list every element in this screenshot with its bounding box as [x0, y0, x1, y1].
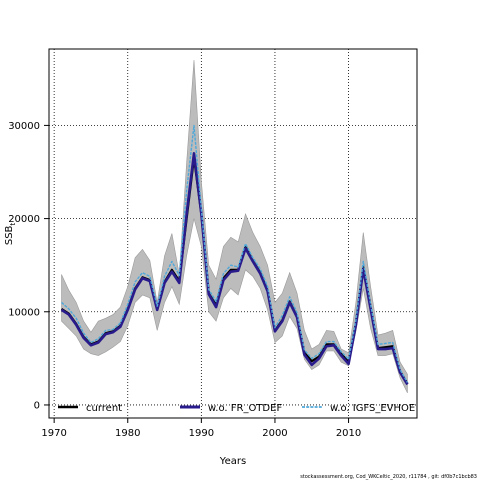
- x-tick-label: 1990: [189, 428, 214, 439]
- series-lines: [60, 124, 409, 386]
- legend: current w.o. FR_OTDEF w.o. IGFS_EVHOE: [58, 403, 415, 414]
- x-tick-label: 2000: [262, 428, 287, 439]
- y-tick-label: 30000: [8, 121, 40, 132]
- y-tick-label: 10000: [8, 307, 40, 318]
- x-tick-label: 1970: [41, 428, 66, 439]
- x-tick-label: 2010: [336, 428, 361, 439]
- legend-label-3: w.o. IGFS_EVHOE: [330, 403, 415, 414]
- series-line-3: [61, 124, 409, 383]
- y-axis-label-subscript: t: [9, 223, 17, 226]
- x-axis: 1970 1980 1990 2000 2010: [41, 418, 361, 439]
- x-tick-label: 1980: [115, 428, 140, 439]
- y-axis-label: SSBt: [4, 223, 17, 246]
- series-line-2: [60, 152, 409, 386]
- x-axis-label: Years: [219, 456, 246, 467]
- plot-frame: [48, 48, 418, 419]
- y-tick-label: 0: [34, 400, 40, 411]
- footer-credit: stockassessment.org, Cod_WKCeltic_2020, …: [300, 474, 477, 480]
- legend-label-2: w.o. FR_OTDEF: [208, 403, 282, 414]
- y-axis-label-main: SSB: [4, 225, 15, 245]
- y-axis: 0 10000 20000 30000: [8, 121, 49, 411]
- legend-label-1: current: [86, 403, 122, 414]
- y-tick-label: 20000: [8, 214, 40, 225]
